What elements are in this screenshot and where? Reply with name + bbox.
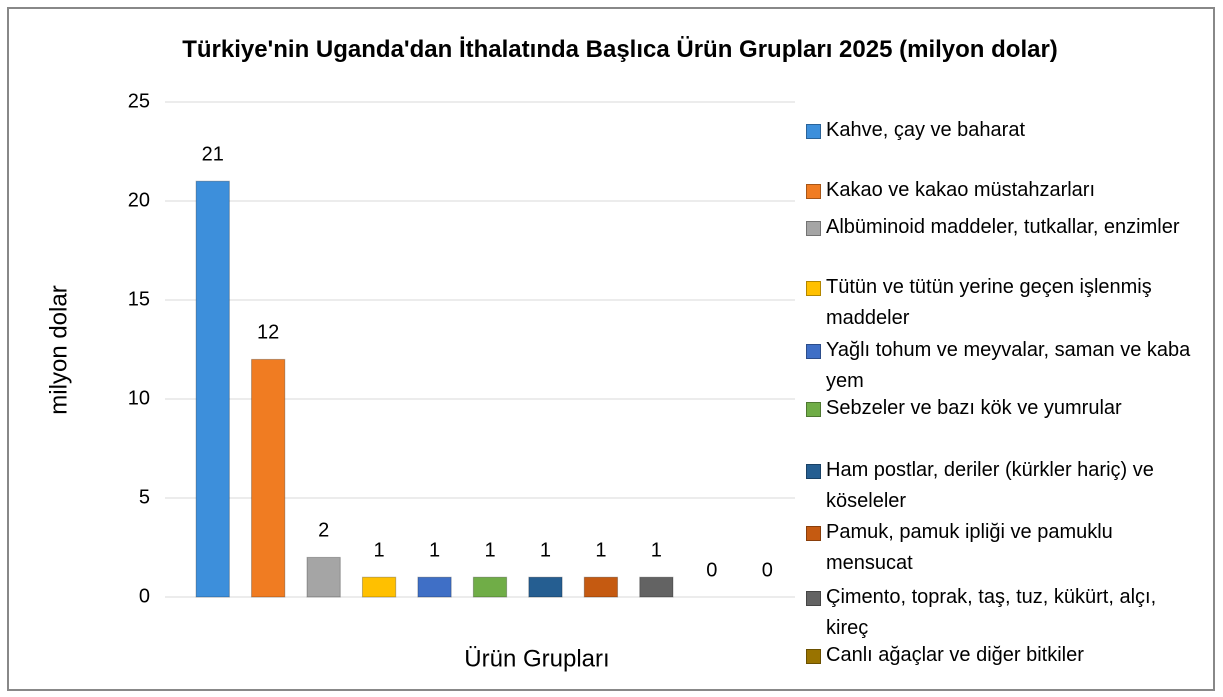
legend-item: Kahve, çay ve baharat: [806, 115, 1201, 146]
x-axis-label: Ürün Grupları: [464, 645, 609, 672]
legend-item: Çimento, toprak, taş, tuz, kükürt, alçı,…: [806, 582, 1201, 644]
y-tick-label: 5: [139, 486, 150, 508]
legend-marker: [806, 344, 821, 359]
legend-item: Canlı ağaçlar ve diğer bitkiler: [806, 640, 1201, 671]
legend-item: Ham postlar, deriler (kürkler hariç) ve …: [806, 455, 1201, 517]
legend-item: Tütün ve tütün yerine geçen işlenmiş mad…: [806, 272, 1201, 334]
y-axis-label: milyon dolar: [45, 285, 72, 414]
legend-marker: [806, 221, 821, 236]
data-label: 0: [706, 559, 717, 581]
chart-border: [7, 7, 1215, 691]
legend-label: Kahve, çay ve baharat: [826, 119, 1026, 141]
y-tick-label: 0: [139, 585, 150, 607]
bar: [472, 576, 508, 598]
legend-marker: [806, 464, 821, 479]
legend-label: Yağlı tohum ve meyvalar, saman ve kaba y…: [826, 339, 1191, 392]
data-label: 1: [429, 539, 440, 561]
legend-marker: [806, 649, 821, 664]
data-label: 1: [374, 539, 385, 561]
legend-label: Pamuk, pamuk ipliği ve pamuklu mensucat: [826, 521, 1113, 574]
bar: [639, 576, 674, 598]
data-label: 0: [762, 559, 773, 581]
bar: [361, 576, 397, 598]
legend-item: Sebzeler ve bazı kök ve yumrular: [806, 393, 1201, 424]
legend-label: Kakao ve kakao müstahzarları: [826, 179, 1096, 201]
legend-label: Çimento, toprak, taş, tuz, kükürt, alçı,…: [826, 586, 1157, 639]
legend-label: Albüminoid maddeler, tutkallar, enzimler: [826, 216, 1180, 238]
data-label: 1: [651, 539, 662, 561]
data-label: 2: [318, 520, 329, 542]
legend-item: Albüminoid maddeler, tutkallar, enzimler: [806, 212, 1201, 243]
legend-item: Kakao ve kakao müstahzarları: [806, 175, 1201, 206]
data-label: 1: [484, 539, 495, 561]
legend-marker: [806, 402, 821, 417]
y-tick-label: 15: [128, 288, 150, 310]
legend-label: Ham postlar, deriler (kürkler hariç) ve …: [826, 459, 1154, 512]
bar: [306, 556, 341, 598]
legend-label: Canlı ağaçlar ve diğer bitkiler: [826, 644, 1084, 666]
bar: [251, 358, 286, 598]
legend-label: Sebzeler ve bazı kök ve yumrular: [826, 397, 1122, 419]
legend-marker: [806, 124, 821, 139]
data-label: 12: [257, 322, 279, 344]
legend-marker: [806, 526, 821, 541]
legend-marker: [806, 281, 821, 296]
y-tick-label: 10: [128, 387, 150, 409]
bar: [417, 576, 452, 598]
chart-title: Türkiye'nin Uganda'dan İthalatında Başlı…: [182, 36, 1058, 63]
bar: [528, 576, 563, 598]
legend-item: Pamuk, pamuk ipliği ve pamuklu mensucat: [806, 517, 1201, 579]
y-tick-label: 25: [128, 90, 150, 112]
data-label: 1: [595, 539, 606, 561]
legend-label: Tütün ve tütün yerine geçen işlenmiş mad…: [826, 276, 1152, 329]
y-tick-label: 20: [128, 189, 150, 211]
legend-marker: [806, 184, 821, 199]
data-label: 21: [202, 143, 224, 165]
legend-marker: [806, 591, 821, 606]
bar: [195, 180, 230, 598]
legend-item: Yağlı tohum ve meyvalar, saman ve kaba y…: [806, 335, 1201, 397]
bar: [583, 576, 619, 598]
data-label: 1: [540, 539, 551, 561]
